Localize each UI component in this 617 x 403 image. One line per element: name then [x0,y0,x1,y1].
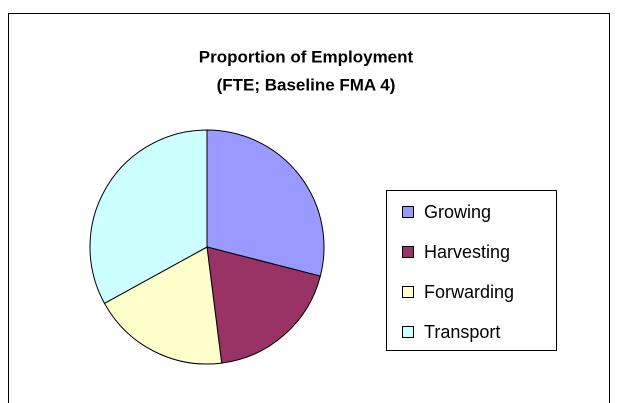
legend-label: Growing [424,202,491,222]
legend-swatch [402,326,414,338]
legend-swatch [402,206,414,218]
pie-slice [89,129,208,305]
legend-label: Transport [424,322,500,342]
pie-slice [103,246,223,365]
legend-box [386,190,557,351]
legend-swatch [402,246,414,258]
legend-label: Harvesting [424,242,510,262]
chart-title: (FTE; Baseline FMA 4) [217,75,396,94]
legend-label: Forwarding [424,282,514,302]
chart-title: Proportion of Employment [199,47,414,66]
legend-swatch [402,286,414,298]
pie-slice [206,246,321,364]
pie-slice [206,129,325,277]
